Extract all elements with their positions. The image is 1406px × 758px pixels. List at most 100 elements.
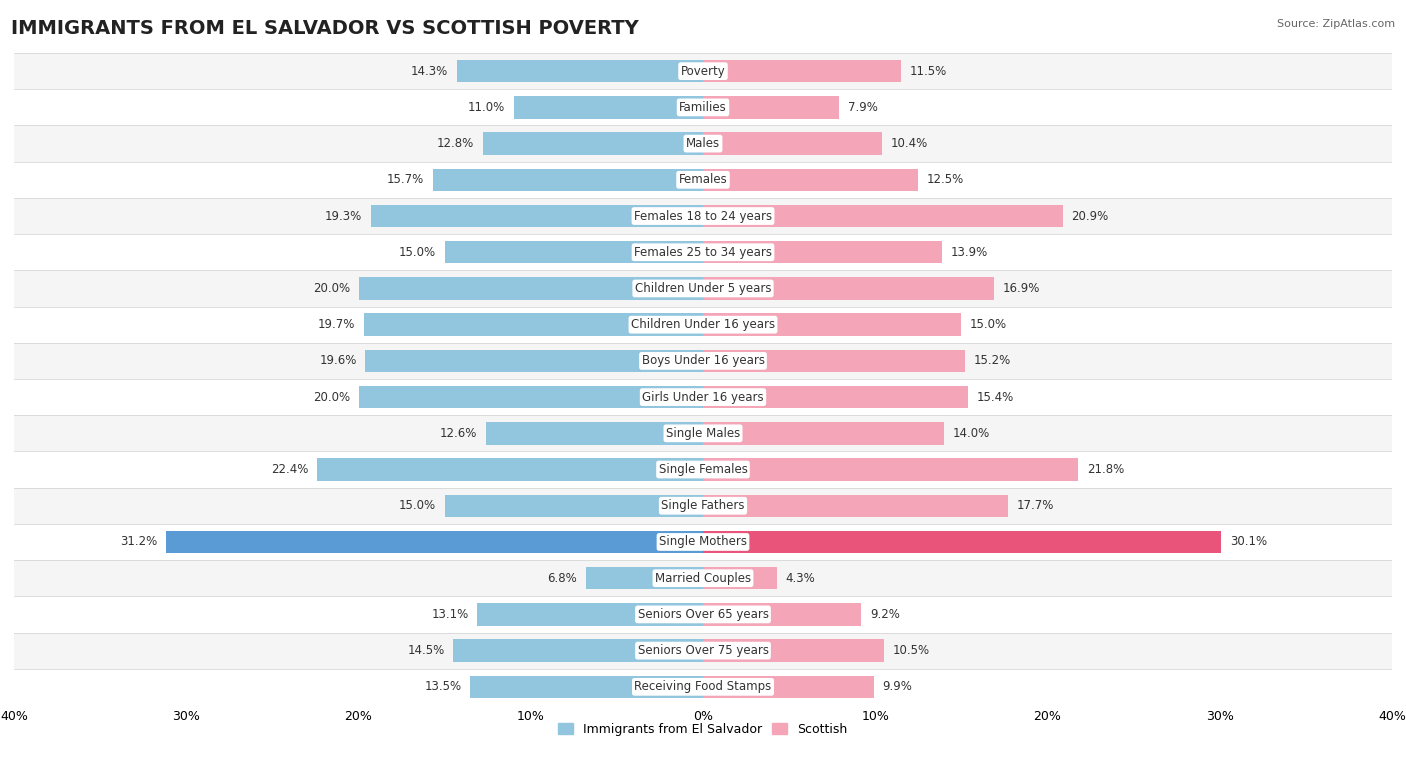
Bar [14,379,1392,415]
Bar [703,675,873,698]
Text: 15.4%: 15.4% [977,390,1014,403]
Text: 15.2%: 15.2% [973,355,1011,368]
Bar [586,567,703,590]
Text: 12.5%: 12.5% [927,174,965,186]
Bar [14,669,1392,705]
Text: Children Under 16 years: Children Under 16 years [631,318,775,331]
Text: Married Couples: Married Couples [655,572,751,584]
Bar [444,241,703,264]
Text: Poverty: Poverty [681,64,725,77]
Text: 10.5%: 10.5% [893,644,929,657]
Text: Single Mothers: Single Mothers [659,535,747,549]
Text: Receiving Food Stamps: Receiving Food Stamps [634,681,772,694]
Bar [703,531,1222,553]
Bar [444,494,703,517]
Bar [371,205,703,227]
Text: Females: Females [679,174,727,186]
Bar [703,205,1063,227]
Bar [14,560,1392,597]
Text: 21.8%: 21.8% [1087,463,1125,476]
Bar [703,422,945,444]
Text: Single Males: Single Males [666,427,740,440]
Text: 15.0%: 15.0% [399,500,436,512]
Text: Families: Families [679,101,727,114]
Bar [359,386,703,409]
Text: 19.7%: 19.7% [318,318,356,331]
Bar [14,415,1392,452]
Text: Females 18 to 24 years: Females 18 to 24 years [634,209,772,223]
Bar [457,60,703,83]
Bar [703,60,901,83]
Bar [453,640,703,662]
Bar [14,632,1392,669]
Bar [703,96,839,118]
Text: 15.7%: 15.7% [387,174,425,186]
Text: 17.7%: 17.7% [1017,500,1054,512]
Text: 19.3%: 19.3% [325,209,361,223]
Bar [703,640,884,662]
Bar [703,386,969,409]
Text: 20.9%: 20.9% [1071,209,1109,223]
Bar [14,271,1392,306]
Bar [359,277,703,299]
Text: 11.5%: 11.5% [910,64,946,77]
Text: Seniors Over 75 years: Seniors Over 75 years [637,644,769,657]
Bar [433,168,703,191]
Text: 10.4%: 10.4% [891,137,928,150]
Text: Girls Under 16 years: Girls Under 16 years [643,390,763,403]
Bar [703,494,1008,517]
Bar [364,314,703,336]
Text: Females 25 to 34 years: Females 25 to 34 years [634,246,772,258]
Bar [14,198,1392,234]
Text: 7.9%: 7.9% [848,101,877,114]
Text: Males: Males [686,137,720,150]
Text: IMMIGRANTS FROM EL SALVADOR VS SCOTTISH POVERTY: IMMIGRANTS FROM EL SALVADOR VS SCOTTISH … [11,19,638,38]
Bar [166,531,703,553]
Bar [14,452,1392,487]
Bar [14,126,1392,161]
Text: Boys Under 16 years: Boys Under 16 years [641,355,765,368]
Text: 15.0%: 15.0% [970,318,1007,331]
Bar [318,459,703,481]
Bar [703,567,778,590]
Bar [14,161,1392,198]
Text: 31.2%: 31.2% [120,535,157,549]
Bar [366,349,703,372]
Bar [14,89,1392,126]
Bar [703,241,942,264]
Bar [703,168,918,191]
Bar [14,487,1392,524]
Text: 13.1%: 13.1% [432,608,468,621]
Bar [14,234,1392,271]
Text: Single Fathers: Single Fathers [661,500,745,512]
Text: Children Under 5 years: Children Under 5 years [634,282,772,295]
Bar [486,422,703,444]
Legend: Immigrants from El Salvador, Scottish: Immigrants from El Salvador, Scottish [554,718,852,741]
Text: 22.4%: 22.4% [271,463,308,476]
Text: 4.3%: 4.3% [786,572,815,584]
Bar [471,675,703,698]
Text: 13.9%: 13.9% [950,246,988,258]
Text: 12.6%: 12.6% [440,427,478,440]
Text: 15.0%: 15.0% [399,246,436,258]
Text: Source: ZipAtlas.com: Source: ZipAtlas.com [1277,19,1395,29]
Text: 14.5%: 14.5% [408,644,444,657]
Bar [703,349,965,372]
Bar [14,524,1392,560]
Text: 12.8%: 12.8% [437,137,474,150]
Bar [14,306,1392,343]
Text: 6.8%: 6.8% [547,572,578,584]
Bar [703,314,962,336]
Bar [703,603,862,625]
Bar [703,133,882,155]
Bar [478,603,703,625]
Text: 16.9%: 16.9% [1002,282,1040,295]
Bar [703,459,1078,481]
Text: Single Females: Single Females [658,463,748,476]
Text: 20.0%: 20.0% [312,282,350,295]
Text: 9.2%: 9.2% [870,608,900,621]
Bar [482,133,703,155]
Text: 30.1%: 30.1% [1230,535,1267,549]
Bar [513,96,703,118]
Text: 11.0%: 11.0% [468,101,505,114]
